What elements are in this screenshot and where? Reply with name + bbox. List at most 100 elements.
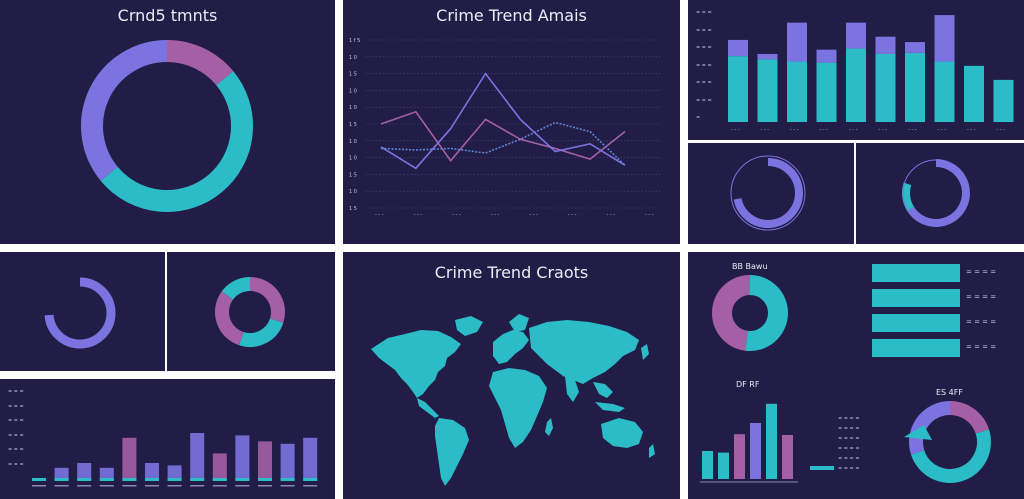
europe-shape [493,330,529,364]
line-b-xtick: - - - [491,212,500,218]
line-b-ytick: 1 5 [349,72,357,78]
line-b-ytick: 1 0 [349,189,357,195]
panel-map: Crime Trend Craots [343,252,680,499]
line-b-xtick: - - - [645,212,654,218]
bars-f-xtick [145,485,159,487]
donut-e2-slice [239,318,284,347]
bars-c-ytick: = = = [696,80,712,86]
ring-d1-slice [733,158,803,228]
ring-d2-slice [907,159,970,227]
bars-h-bar [702,451,713,479]
japan-shape [641,344,649,360]
line-b-ytick: 1 5 [349,172,357,178]
ring-d2-slice [902,182,915,212]
donut-i-pointer [904,425,932,440]
bars-f-bar-base [167,478,182,481]
bars-c-xtick: - - - [731,127,740,133]
bars-c-xtick: - - - [790,127,799,133]
bars-c-bar [787,61,807,122]
bars-f-bar-base [190,478,205,481]
ring-d1-slice [733,158,769,200]
line-b-ytick: 1 0 [349,105,357,111]
ring-e1-slice [44,277,116,349]
panel-i-title: ES 4FF [936,388,963,397]
bars-c-bar [846,48,866,123]
bars-c-bar-top [816,49,837,63]
table-g-bar [872,314,960,332]
line-b-ytick: 1 5 [349,206,357,212]
bars-c-xtick: - - - [820,127,829,133]
bars-f-bar [167,465,182,481]
southeast-asia-shape [593,382,613,398]
bars-f-bar-base [145,478,159,481]
bars-c-bar [964,65,984,122]
central-america-shape [417,398,439,418]
bars-f-bar [122,437,137,481]
bars-f-xtick [77,485,92,487]
table-g-label: = = = = [966,268,997,276]
south-america-shape [435,418,469,486]
bars-f-bar [54,467,69,481]
bars-f-bar [258,441,272,481]
donut-a-slice [81,40,168,181]
bars-f-xtick [190,485,205,487]
line-b-ytick: 1 f 5 [349,38,360,44]
bars-f-bar-base [77,478,92,481]
bars-f-bar-base [212,478,227,481]
line-b-xtick: - - - [452,212,461,218]
bars-f-bar [303,437,318,481]
new-zealand-shape [649,444,655,458]
panel-d-divider [854,143,856,244]
bars-c-xtick: - - - [908,127,917,133]
bars-c-xtick: - - - [849,127,858,133]
bars-c-svg: = = = = = = = = = = = = = = = = = = = - - - - - … [696,10,1014,133]
table-g-row: = = = = [872,289,1022,307]
bars-f-bar [280,443,295,481]
table-g-bar [872,264,960,282]
bars-c-bar-top [757,53,778,60]
bars-c-bar-top [905,42,925,53]
bars-c-bar [816,62,837,122]
line-b-xtick: - - - [529,212,538,218]
africa-shape [489,368,547,448]
bars-c-xtick: - - - [997,127,1006,133]
bars-c-bar [757,59,778,122]
bars-f-ytick: = = = [8,462,24,468]
panel-e-divider [165,252,167,371]
bars-c-bar-top [934,15,955,62]
donut-a-slice [166,40,234,86]
donut-e2-slice [215,291,244,346]
donut-i-slice [911,429,991,483]
ring-d2-slice [903,159,937,186]
bars-h-legend-label: = = = = [838,446,860,452]
bars-f-xtick [258,485,272,487]
line-b-xtick: - - - [414,212,423,218]
bars-c-bar [905,52,925,122]
donut-g-slice [712,275,751,351]
bars-h-bar [782,435,793,479]
asia-shape [529,320,639,384]
bars-f-bar [212,453,227,481]
bars-f-xtick [303,485,318,487]
donut-a-svg [81,40,253,212]
panel-donut-table: BB Bawu = = = = = = = = = = = = = = = = [688,252,1024,374]
australia-shape [601,418,643,448]
donut-a-slice [100,71,253,212]
line-b-xtick: - - - [568,212,577,218]
bars-f-bar [235,435,250,481]
donut-e2-slice [221,277,251,301]
greenland-shape [455,316,483,336]
indonesia-shape [595,402,625,412]
bars-c-bar [993,79,1014,122]
bars-h-bar [734,434,745,479]
table-g-row: = = = = [872,339,1022,357]
bars-f-ytick: = = = [8,389,24,395]
bars-h-bar [766,403,777,479]
table-g-bar [872,289,960,307]
bars-c-ytick: = = = [696,98,712,104]
bars-h-legend-label: = = = = [838,436,860,442]
donut-i-slice [909,401,951,455]
rings-e-svg [44,277,285,349]
india-shape [565,376,579,402]
line-b-xtick: - - - [606,212,615,218]
